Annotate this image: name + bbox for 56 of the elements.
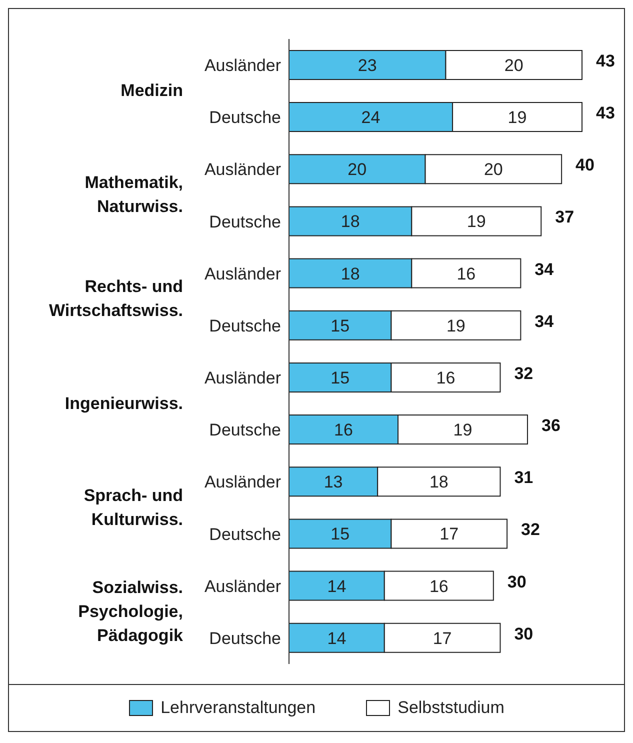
y-tick-label: Ausländer	[204, 56, 282, 76]
data-label: 23	[358, 56, 377, 75]
text: Rechts- und Wirtschaftswiss.	[48, 276, 183, 322]
total-label: 34	[534, 312, 554, 331]
data-label: 20	[484, 160, 503, 180]
y-tick-label: Deutsche	[209, 212, 281, 232]
data-label: 16	[436, 368, 456, 388]
data-label: 24	[361, 108, 380, 128]
data-label: 16	[456, 264, 476, 284]
total-label: 30	[507, 572, 526, 592]
data-label: 14	[327, 628, 346, 648]
text: Sprach- und Kulturwiss.	[82, 484, 183, 531]
y-tick-label: Deutsche	[209, 524, 281, 544]
y-tick-label: Deutsche	[209, 628, 281, 648]
data-label: 15	[330, 368, 350, 388]
total-label: 37	[555, 208, 574, 227]
data-label: 17	[440, 524, 459, 544]
y-tick-label: Deutsche	[209, 108, 281, 128]
text: Sozialwiss. Psychologie, Pädagogik	[77, 576, 183, 647]
data-label: 13	[324, 472, 343, 492]
y-tick-label: Deutsche	[209, 420, 281, 440]
total-label: 30	[514, 624, 534, 644]
total-label: 43	[596, 104, 615, 123]
data-label: 18	[340, 264, 360, 284]
data-label: 17	[432, 628, 452, 648]
y-tick-label: Ausländer	[204, 576, 282, 596]
y-tick-label: Deutsche	[209, 316, 281, 336]
data-label: 18	[429, 472, 448, 492]
data-label: 14	[327, 576, 346, 596]
total-label: 36	[541, 416, 560, 436]
legend-label: Selbststudium	[398, 698, 504, 718]
total-label: 31	[514, 468, 534, 488]
text: Ingenieurwiss.	[64, 392, 183, 415]
text: Mathematik, Naturwiss.	[84, 172, 183, 218]
text: Medizin	[120, 80, 183, 102]
y-tick-label: Ausländer	[204, 368, 282, 388]
data-label: 16	[334, 420, 353, 440]
total-label: 34	[534, 260, 554, 279]
data-label: 20	[348, 160, 367, 180]
data-label: 20	[504, 56, 524, 75]
total-label: 32	[521, 520, 540, 540]
y-tick-label: Ausländer	[204, 264, 282, 284]
data-label: 19	[466, 212, 486, 232]
total-label: 40	[576, 156, 594, 175]
data-label: 15	[330, 524, 350, 544]
data-label: 19	[508, 108, 527, 128]
data-label: 19	[453, 420, 472, 440]
y-tick-label: Ausländer	[204, 160, 282, 180]
data-label: 16	[429, 576, 448, 596]
data-label: 15	[330, 316, 350, 336]
total-label: 43	[596, 51, 615, 70]
data-label: 19	[446, 316, 466, 336]
data-label: 18	[340, 212, 360, 232]
legend-label: Lehrveranstaltungen	[160, 698, 316, 718]
y-tick-label: Ausländer	[204, 472, 282, 492]
total-label: 32	[514, 364, 534, 383]
